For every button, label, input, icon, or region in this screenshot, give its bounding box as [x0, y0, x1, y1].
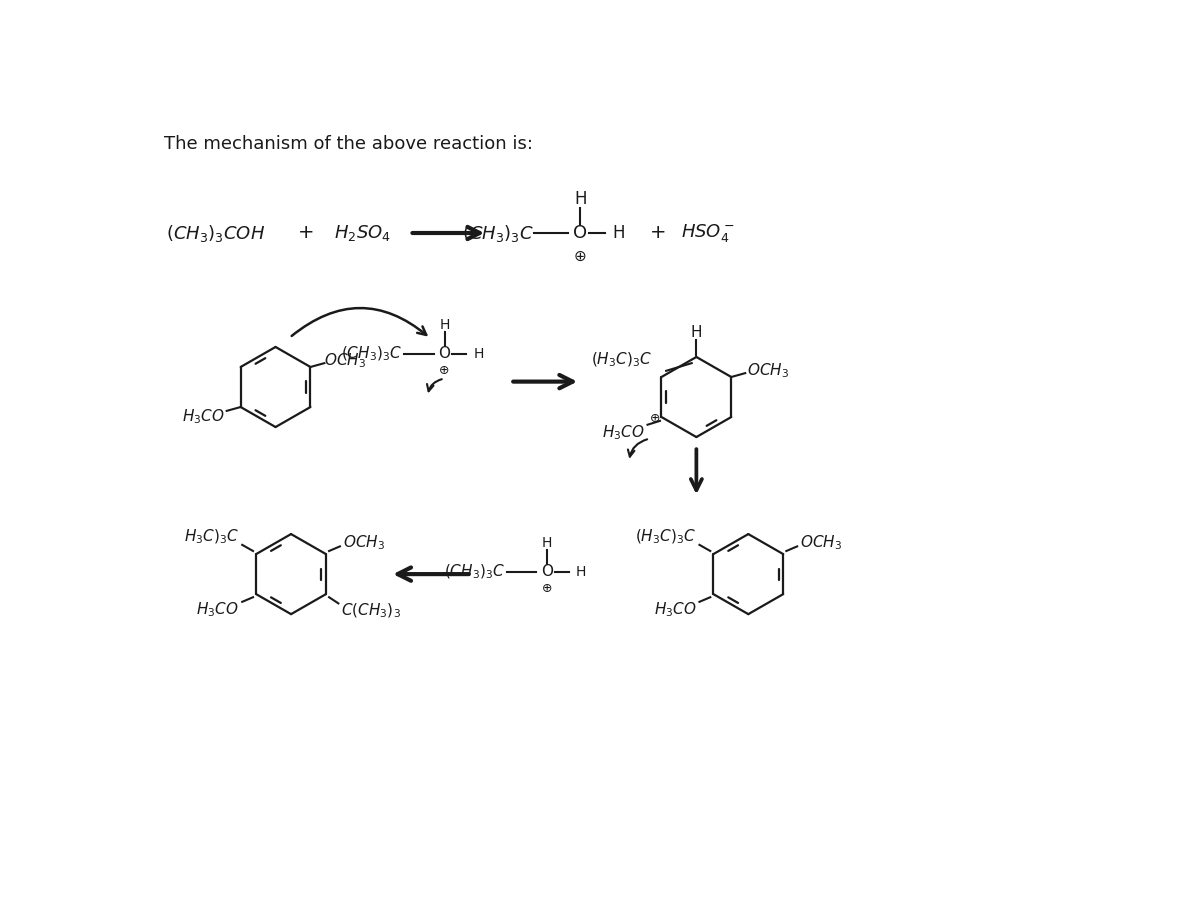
Text: +: +: [299, 223, 314, 242]
Text: $OCH_3$: $OCH_3$: [800, 533, 842, 552]
Text: H: H: [439, 318, 450, 332]
Text: ⊕: ⊕: [541, 582, 552, 596]
Text: ⊕: ⊕: [650, 412, 660, 425]
Text: $OCH_3$: $OCH_3$: [343, 533, 385, 552]
Text: $OCH_3$: $OCH_3$: [324, 351, 366, 371]
Text: H: H: [574, 190, 587, 208]
Text: $H_3CO$: $H_3CO$: [601, 423, 644, 442]
Text: $H_3CO$: $H_3CO$: [182, 407, 226, 425]
Text: O: O: [541, 565, 553, 579]
Text: $(H_3C)_3C$: $(H_3C)_3C$: [590, 350, 652, 370]
Text: O: O: [438, 347, 450, 361]
Text: $H_3CO$: $H_3CO$: [654, 600, 696, 619]
Text: $HSO_4^-$: $HSO_4^-$: [680, 222, 734, 244]
Text: $H_3C)_3C$: $H_3C)_3C$: [184, 528, 239, 546]
Text: H: H: [691, 325, 702, 339]
Text: $H_3CO$: $H_3CO$: [197, 600, 239, 619]
Text: H: H: [473, 347, 484, 361]
Text: $(H_3C)_3C$: $(H_3C)_3C$: [635, 528, 696, 546]
Text: $(CH_3)_3C$: $(CH_3)_3C$: [342, 345, 403, 363]
Text: H: H: [541, 536, 552, 550]
Text: The mechanism of the above reaction is:: The mechanism of the above reaction is:: [164, 135, 533, 153]
Text: O: O: [574, 224, 587, 242]
Text: $H_2SO_4$: $H_2SO_4$: [335, 223, 391, 243]
Text: $OCH_3$: $OCH_3$: [746, 361, 788, 380]
Text: $(CH_3)_3C$: $(CH_3)_3C$: [462, 222, 534, 243]
Text: $(CH_3)_3C$: $(CH_3)_3C$: [444, 563, 505, 581]
Text: $(CH_3)_3COH$: $(CH_3)_3COH$: [166, 222, 265, 243]
Text: H: H: [613, 224, 625, 242]
Text: H: H: [576, 565, 586, 579]
Text: +: +: [649, 223, 666, 242]
Text: $C(CH_3)_3$: $C(CH_3)_3$: [342, 602, 401, 620]
Text: ⊕: ⊕: [439, 364, 450, 377]
Text: ⊕: ⊕: [574, 249, 587, 264]
